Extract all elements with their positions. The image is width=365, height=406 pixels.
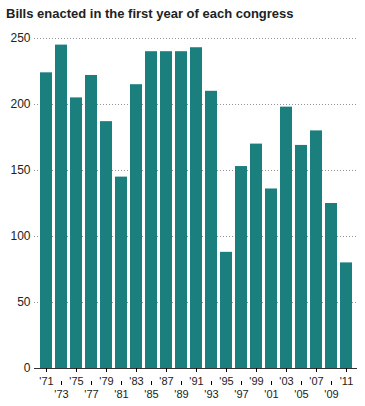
svg-text:'71: '71 bbox=[39, 375, 53, 387]
svg-text:'97: '97 bbox=[234, 388, 248, 400]
svg-text:'99: '99 bbox=[249, 375, 263, 387]
svg-text:50: 50 bbox=[17, 295, 31, 309]
svg-text:'93: '93 bbox=[204, 388, 218, 400]
svg-text:'89: '89 bbox=[174, 388, 188, 400]
svg-text:100: 100 bbox=[10, 229, 30, 243]
svg-text:'83: '83 bbox=[129, 375, 143, 387]
svg-text:150: 150 bbox=[10, 163, 30, 177]
svg-text:'87: '87 bbox=[159, 375, 173, 387]
svg-text:250: 250 bbox=[10, 31, 30, 45]
svg-text:'11: '11 bbox=[340, 375, 354, 387]
svg-text:0: 0 bbox=[24, 361, 31, 375]
svg-text:'73: '73 bbox=[54, 388, 68, 400]
svg-text:'07: '07 bbox=[309, 375, 323, 387]
svg-text:200: 200 bbox=[10, 97, 30, 111]
svg-text:'01: '01 bbox=[264, 388, 278, 400]
svg-text:'79: '79 bbox=[99, 375, 113, 387]
html-text:Bills enacted in the first yea: Bills enacted in the first year of each … bbox=[6, 6, 294, 21]
svg-text:'77: '77 bbox=[84, 388, 98, 400]
svg-text:'91: '91 bbox=[189, 375, 203, 387]
svg-text:'85: '85 bbox=[144, 388, 158, 400]
svg-text:'03: '03 bbox=[279, 375, 293, 387]
svg-text:'95: '95 bbox=[219, 375, 233, 387]
svg-text:'09: '09 bbox=[324, 388, 338, 400]
svg-text:'81: '81 bbox=[114, 388, 128, 400]
svg-text:'05: '05 bbox=[294, 388, 308, 400]
svg-text:'75: '75 bbox=[69, 375, 83, 387]
